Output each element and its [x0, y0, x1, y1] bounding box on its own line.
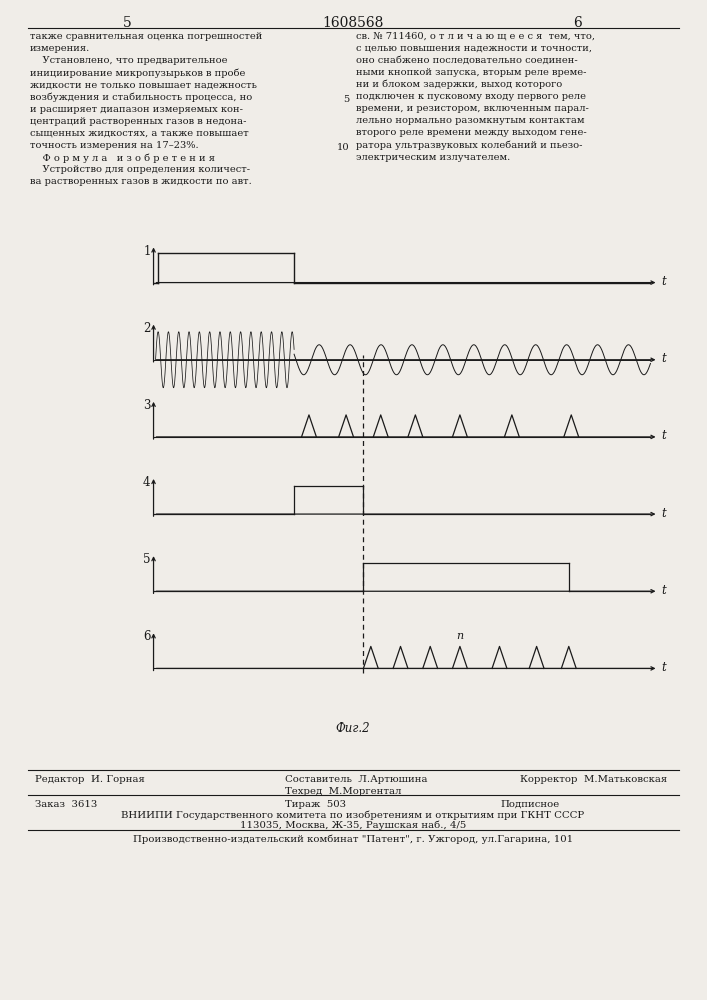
Text: 6: 6	[573, 16, 583, 30]
Text: также сравнительная оценка погрешностей
измерения.
    Установлено, что предвари: также сравнительная оценка погрешностей …	[30, 32, 262, 186]
Text: Корректор  М.Матьковская: Корректор М.Матьковская	[520, 775, 667, 784]
Text: 3: 3	[143, 399, 151, 412]
Text: Фиг.2: Фиг.2	[336, 722, 370, 735]
Text: св. № 711460, о т л и ч а ю щ е е с я  тем, что,
с целью повышения надежности и : св. № 711460, о т л и ч а ю щ е е с я те…	[356, 32, 595, 162]
Text: Техред  М.Моргентал: Техред М.Моргентал	[285, 787, 402, 796]
Text: Составитель  Л.Артюшина: Составитель Л.Артюшина	[285, 775, 428, 784]
Text: 1: 1	[143, 245, 151, 258]
Text: t: t	[662, 507, 666, 520]
Text: t: t	[662, 275, 666, 288]
Text: Тираж  503: Тираж 503	[285, 800, 346, 809]
Text: Подписное: Подписное	[500, 800, 559, 809]
Text: n: n	[456, 631, 464, 641]
Text: 6: 6	[143, 630, 151, 643]
Text: Заказ  3613: Заказ 3613	[35, 800, 98, 809]
Text: 5: 5	[143, 553, 151, 566]
Text: ВНИИПИ Государственного комитета по изобретениям и открытиям при ГКНТ СССР: ВНИИПИ Государственного комитета по изоб…	[122, 810, 585, 820]
Text: 4: 4	[143, 476, 151, 489]
Text: 5: 5	[122, 16, 132, 30]
Text: t: t	[662, 429, 666, 442]
Text: Производственно-издательский комбинат "Патент", г. Ужгород, ул.Гагарина, 101: Производственно-издательский комбинат "П…	[133, 835, 573, 844]
Text: t: t	[662, 352, 666, 365]
Text: Редактор  И. Горная: Редактор И. Горная	[35, 775, 145, 784]
Text: 10: 10	[337, 143, 349, 152]
Text: t: t	[662, 661, 666, 674]
Text: t: t	[662, 584, 666, 597]
Text: 1608568: 1608568	[322, 16, 384, 30]
Text: 2: 2	[143, 322, 151, 335]
Text: 113035, Москва, Ж-35, Раушская наб., 4/5: 113035, Москва, Ж-35, Раушская наб., 4/5	[240, 821, 466, 830]
Text: 5: 5	[343, 95, 349, 104]
